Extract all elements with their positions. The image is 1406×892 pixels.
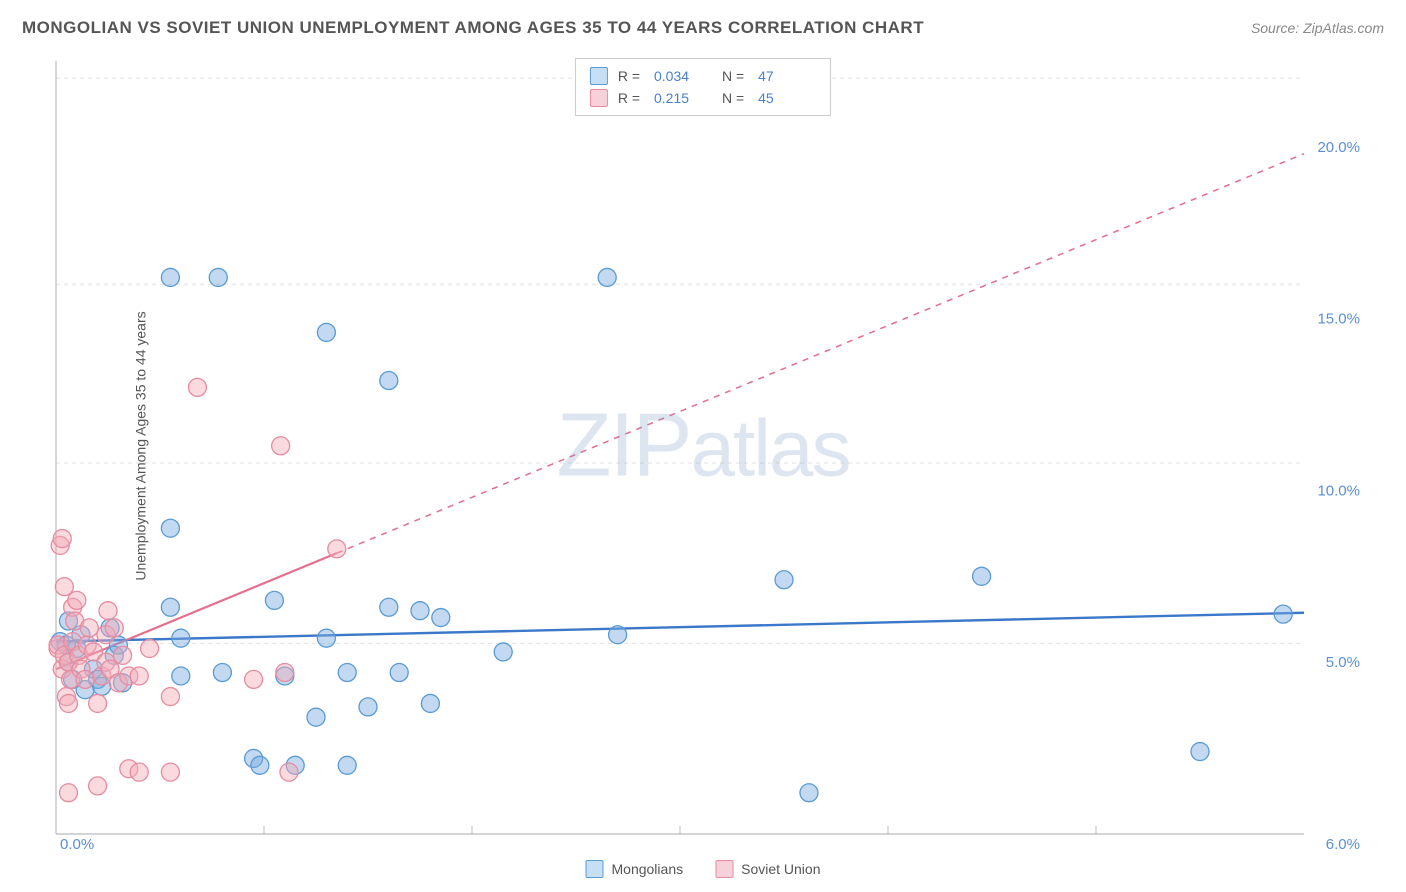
legend-swatch-mongolians (590, 67, 608, 85)
legend-swatch-mongolians-icon (586, 860, 604, 878)
svg-text:5.0%: 5.0% (1326, 654, 1360, 671)
n-label: N = (722, 90, 748, 106)
n-label: N = (722, 68, 748, 84)
legend-item-mongolians: Mongolians (586, 860, 684, 878)
series-legend: Mongolians Soviet Union (586, 860, 821, 878)
correlation-legend: R = 0.034 N = 47 R = 0.215 N = 45 (575, 58, 831, 116)
svg-text:15.0%: 15.0% (1317, 311, 1360, 328)
r-value-mongolians: 0.034 (654, 68, 712, 84)
legend-row-soviet: R = 0.215 N = 45 (590, 87, 816, 109)
chart-area: 5.0% 10.0% 15.0% 20.0% 0.0% 6.0% (48, 55, 1366, 850)
scatter-plot-svg: 5.0% 10.0% 15.0% 20.0% 0.0% 6.0% (48, 55, 1366, 850)
legend-label-mongolians: Mongolians (612, 861, 684, 877)
svg-text:0.0%: 0.0% (60, 836, 94, 850)
legend-label-soviet: Soviet Union (741, 861, 820, 877)
legend-item-soviet: Soviet Union (715, 860, 820, 878)
legend-row-mongolians: R = 0.034 N = 47 (590, 65, 816, 87)
svg-text:6.0%: 6.0% (1326, 836, 1360, 850)
title-bar: MONGOLIAN VS SOVIET UNION UNEMPLOYMENT A… (22, 18, 1384, 38)
r-label: R = (618, 68, 644, 84)
legend-swatch-soviet (590, 89, 608, 107)
r-value-soviet: 0.215 (654, 90, 712, 106)
n-value-soviet: 45 (758, 90, 816, 106)
n-value-mongolians: 47 (758, 68, 816, 84)
source-label: Source: ZipAtlas.com (1251, 20, 1384, 36)
r-label: R = (618, 90, 644, 106)
svg-text:10.0%: 10.0% (1317, 482, 1360, 499)
chart-title: MONGOLIAN VS SOVIET UNION UNEMPLOYMENT A… (22, 18, 924, 38)
legend-swatch-soviet-icon (715, 860, 733, 878)
svg-text:20.0%: 20.0% (1317, 139, 1360, 156)
chart-container: MONGOLIAN VS SOVIET UNION UNEMPLOYMENT A… (0, 0, 1406, 892)
